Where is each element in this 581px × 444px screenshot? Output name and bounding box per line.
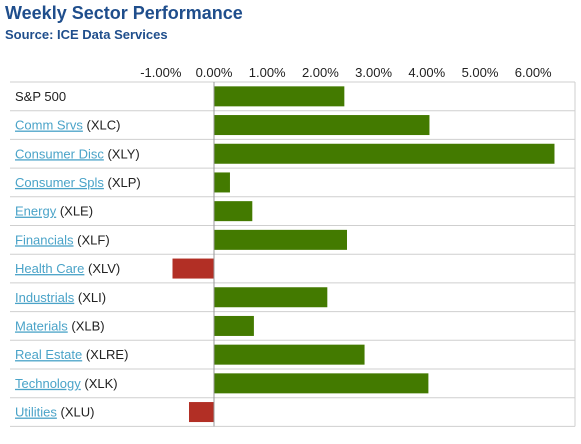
category-label[interactable]: Industrials (XLI) xyxy=(15,290,106,305)
sector-link[interactable]: Financials xyxy=(15,232,74,247)
bar-health-care xyxy=(172,258,214,279)
bar-consumer-disc xyxy=(214,143,555,164)
bar-financials xyxy=(214,229,347,250)
sector-link[interactable]: Energy xyxy=(15,204,57,219)
chart-source: Source: ICE Data Services xyxy=(5,27,168,42)
x-tick-label: 3.00% xyxy=(355,65,392,80)
ticker-label: (XLF) xyxy=(74,232,110,247)
sector-link[interactable]: Industrials xyxy=(15,290,75,305)
x-tick-label: 4.00% xyxy=(408,65,445,80)
x-tick-label: 1.00% xyxy=(249,65,286,80)
ticker-label: (XLV) xyxy=(84,261,120,276)
bar-technology xyxy=(214,373,429,394)
ticker-label: (XLK) xyxy=(81,376,118,391)
category-label: S&P 500 xyxy=(15,89,66,104)
ticker-label: (XLE) xyxy=(56,204,93,219)
bar-real-estate xyxy=(214,344,365,365)
ticker-label: (XLP) xyxy=(104,175,141,190)
chart-title: Weekly Sector Performance xyxy=(5,3,243,23)
category-label[interactable]: Comm Srvs (XLC) xyxy=(15,118,120,133)
ticker-label: (XLC) xyxy=(83,118,121,133)
category-label[interactable]: Materials (XLB) xyxy=(15,318,105,333)
x-tick-label: 5.00% xyxy=(462,65,499,80)
x-tick-label: 0.00% xyxy=(196,65,233,80)
x-tick-label: 6.00% xyxy=(515,65,552,80)
category-label[interactable]: Consumer Disc (XLY) xyxy=(15,146,140,161)
bar-s-p-500 xyxy=(214,86,345,107)
ticker-label: (XLI) xyxy=(74,290,106,305)
ticker-label: (XLY) xyxy=(104,146,140,161)
x-tick-label: 2.00% xyxy=(302,65,339,80)
category-label[interactable]: Financials (XLF) xyxy=(15,232,110,247)
ticker-label: (XLRE) xyxy=(82,347,128,362)
ticker-label: (XLB) xyxy=(68,318,105,333)
sector-link[interactable]: Consumer Spls xyxy=(15,175,104,190)
sector-link[interactable]: Consumer Disc xyxy=(15,146,104,161)
category-label[interactable]: Health Care (XLV) xyxy=(15,261,120,276)
x-tick-label: -1.00% xyxy=(140,65,182,80)
bar-materials xyxy=(214,315,254,336)
bar-industrials xyxy=(214,287,328,308)
category-label[interactable]: Real Estate (XLRE) xyxy=(15,347,128,362)
bar-comm-srvs xyxy=(214,115,430,136)
sector-link[interactable]: Technology xyxy=(15,376,81,391)
category-label[interactable]: Utilities (XLU) xyxy=(15,405,94,420)
sector-link[interactable]: Real Estate xyxy=(15,347,82,362)
sector-link[interactable]: Utilities xyxy=(15,405,57,420)
sector-link[interactable]: Materials xyxy=(15,318,68,333)
ticker-label: (XLU) xyxy=(57,405,95,420)
category-label[interactable]: Technology (XLK) xyxy=(15,376,118,391)
category-label[interactable]: Consumer Spls (XLP) xyxy=(15,175,141,190)
bar-consumer-spls xyxy=(214,172,230,193)
bar-energy xyxy=(214,201,253,222)
sector-link[interactable]: Comm Srvs xyxy=(15,118,83,133)
category-label[interactable]: Energy (XLE) xyxy=(15,204,93,219)
sector-link[interactable]: Health Care xyxy=(15,261,84,276)
bar-utilities xyxy=(188,402,214,423)
